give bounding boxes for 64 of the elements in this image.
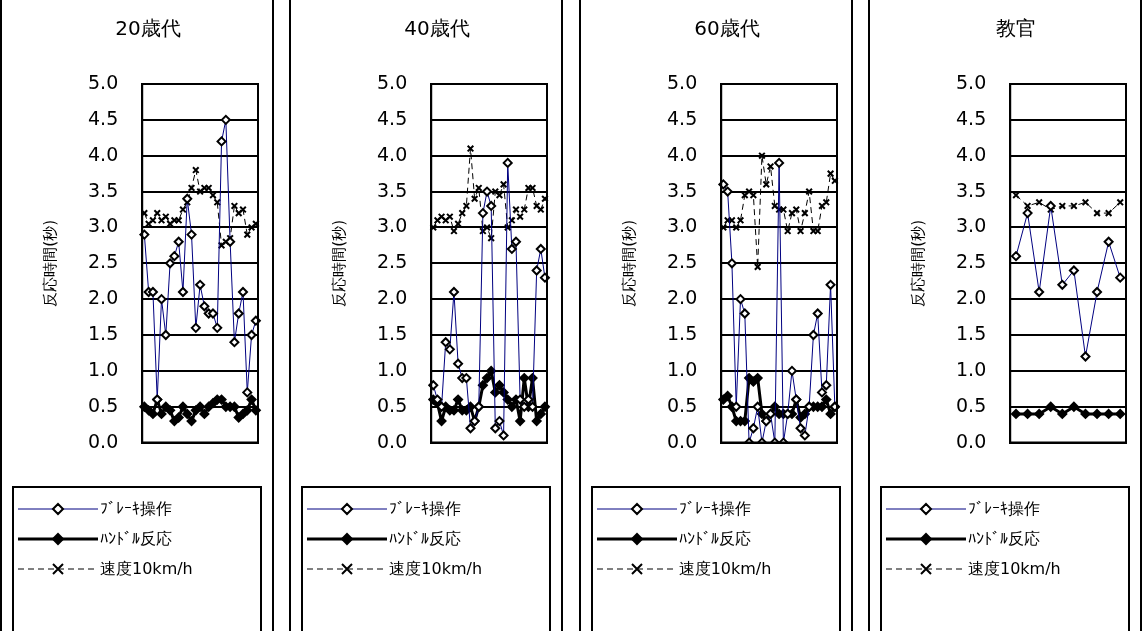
y-tick-label: 4.0 bbox=[955, 142, 987, 165]
y-tick-label: 3.5 bbox=[377, 178, 408, 201]
y-tick-label: 2.5 bbox=[666, 250, 697, 273]
y-tick-label: 4.0 bbox=[88, 142, 119, 165]
y-tick-label: 0.0 bbox=[666, 429, 697, 452]
legend-label: ﾌﾞﾚｰｷ操作 bbox=[678, 498, 751, 520]
y-tick-label: 3.0 bbox=[666, 214, 697, 237]
y-tick-label: 3.0 bbox=[377, 214, 408, 237]
y-tick-label: 5.0 bbox=[955, 70, 987, 93]
y-axis-title: 反応時間(秒) bbox=[40, 219, 59, 307]
legend-label: ﾊﾝﾄﾞﾙ反応 bbox=[100, 528, 172, 550]
y-tick-label: 0.0 bbox=[955, 429, 987, 452]
y-tick-label: 0.5 bbox=[666, 393, 697, 416]
y-axis-title: 反応時間(秒) bbox=[908, 219, 927, 307]
y-tick-label: 1.0 bbox=[955, 357, 987, 380]
legend-label: 速度10km/h bbox=[100, 558, 193, 580]
y-tick-label: 1.5 bbox=[955, 321, 987, 344]
y-tick-label: 2.5 bbox=[88, 250, 119, 273]
y-tick-label: 3.5 bbox=[666, 178, 697, 201]
y-tick-label: 1.0 bbox=[666, 357, 697, 380]
y-tick-label: 2.5 bbox=[377, 250, 408, 273]
y-tick-label: 1.0 bbox=[88, 357, 119, 380]
y-tick-label: 1.0 bbox=[377, 357, 408, 380]
y-axis-title: 反応時間(秒) bbox=[330, 219, 349, 307]
legend-label: ﾊﾝﾄﾞﾙ反応 bbox=[678, 528, 751, 550]
y-tick-label: 2.0 bbox=[377, 286, 408, 309]
y-tick-label: 2.0 bbox=[88, 286, 119, 309]
y-tick-label: 3.5 bbox=[955, 178, 987, 201]
legend-label: ﾊﾝﾄﾞﾙ反応 bbox=[967, 528, 1040, 550]
legend-label: ﾊﾝﾄﾞﾙ反応 bbox=[389, 528, 462, 550]
legend-label: ﾌﾞﾚｰｷ操作 bbox=[389, 498, 462, 520]
y-tick-label: 5.0 bbox=[88, 70, 119, 93]
chart-title: 60歳代 bbox=[693, 16, 760, 41]
y-tick-label: 4.5 bbox=[666, 106, 697, 129]
legend-label: 速度10km/h bbox=[678, 558, 772, 580]
chart-title: 20歳代 bbox=[115, 16, 181, 41]
y-tick-label: 4.5 bbox=[88, 106, 119, 129]
y-tick-label: 0.5 bbox=[377, 393, 408, 416]
legend-label: ﾌﾞﾚｰｷ操作 bbox=[967, 498, 1040, 520]
y-tick-label: 5.0 bbox=[666, 70, 697, 93]
y-tick-label: 0.0 bbox=[88, 429, 119, 452]
y-tick-label: 0.0 bbox=[377, 429, 408, 452]
y-tick-label: 3.0 bbox=[88, 214, 119, 237]
chart-title: 教官 bbox=[995, 16, 1036, 41]
y-tick-label: 2.0 bbox=[955, 286, 987, 309]
y-tick-label: 4.5 bbox=[377, 106, 408, 129]
y-tick-label: 1.5 bbox=[377, 321, 408, 344]
legend-label: ﾌﾞﾚｰｷ操作 bbox=[100, 498, 172, 520]
chart-title: 40歳代 bbox=[404, 16, 471, 41]
y-tick-label: 0.5 bbox=[88, 393, 119, 416]
y-tick-label: 1.5 bbox=[666, 321, 697, 344]
y-axis-title: 反応時間(秒) bbox=[619, 219, 638, 307]
legend-label: 速度10km/h bbox=[389, 558, 483, 580]
y-tick-label: 4.0 bbox=[377, 142, 408, 165]
y-tick-label: 5.0 bbox=[377, 70, 408, 93]
y-tick-label: 1.5 bbox=[88, 321, 119, 344]
y-tick-label: 0.5 bbox=[955, 393, 987, 416]
y-tick-label: 2.0 bbox=[666, 286, 697, 309]
y-tick-label: 4.0 bbox=[666, 142, 697, 165]
y-tick-label: 2.5 bbox=[955, 250, 987, 273]
y-tick-label: 3.0 bbox=[955, 214, 987, 237]
y-tick-label: 4.5 bbox=[955, 106, 987, 129]
y-tick-label: 3.5 bbox=[88, 178, 119, 201]
legend-label: 速度10km/h bbox=[967, 558, 1061, 580]
